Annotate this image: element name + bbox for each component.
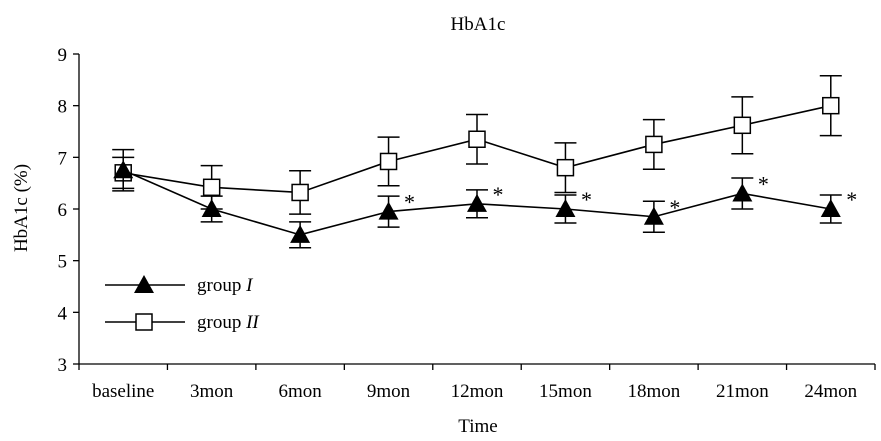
plot-series: * * * * * * (112, 74, 857, 249)
series-2 (112, 74, 842, 215)
y-axis-label: HbA1c (%) (11, 164, 32, 252)
significance-asterisk: * (669, 195, 680, 220)
x-tick-label: 12mon (451, 381, 504, 402)
y-tick-label: 4 (58, 303, 68, 324)
significance-asterisk: * (581, 187, 592, 212)
x-tick-label: 6mon (278, 381, 322, 402)
y-tick-label: 8 (58, 97, 68, 118)
data-point-triangle (113, 160, 134, 179)
y-tick-label: 6 (58, 200, 68, 221)
significance-asterisk: * (758, 172, 769, 197)
y-axis: 3 4 5 6 7 8 9 (58, 45, 80, 376)
data-point-triangle (378, 201, 399, 220)
significance-asterisk: * (493, 182, 504, 207)
legend-marker-triangle (134, 275, 154, 293)
legend: group I group II (105, 275, 260, 333)
data-point-triangle (643, 206, 664, 225)
legend-item-1: group I (105, 275, 254, 296)
data-point-triangle (555, 199, 576, 217)
legend-marker-square (135, 313, 153, 331)
x-tick-label: 24mon (804, 381, 857, 402)
data-point-square (468, 130, 486, 148)
data-point-square (645, 135, 663, 154)
data-point-triangle (467, 193, 487, 212)
data-point-triangle (820, 199, 841, 217)
legend-label: group I (197, 275, 254, 296)
data-point-square (822, 96, 840, 115)
data-point-triangle (290, 224, 311, 243)
data-point-square (556, 158, 575, 177)
legend-label: group II (197, 312, 260, 333)
data-point-triangle (732, 183, 753, 202)
data-point-triangle (201, 199, 222, 217)
x-tick-label: 18mon (627, 381, 680, 402)
data-point-square (379, 152, 398, 171)
chart-title: HbA1c (451, 14, 506, 35)
significance-asterisk: * (846, 187, 857, 212)
x-tick-label: 15mon (539, 381, 592, 402)
data-point-square (733, 116, 752, 135)
x-tick-label: 21mon (716, 381, 769, 402)
x-tick-label: baseline (92, 381, 154, 402)
y-tick-label: 9 (58, 45, 68, 66)
x-axis: baseline 3mon 6mon 9mon 12mon 15mon 18mon 21mon… (78, 363, 876, 402)
legend-item-2: group II (105, 312, 260, 333)
data-point-square (202, 178, 221, 197)
x-tick-label: 9mon (367, 381, 411, 402)
significance-asterisk: * (404, 190, 415, 215)
y-tick-label: 5 (58, 252, 68, 273)
x-axis-label: Time (458, 416, 497, 437)
x-tick-label: 3mon (190, 381, 234, 402)
y-tick-label: 7 (58, 148, 68, 169)
series-1: * * * * * * (112, 148, 857, 249)
data-point-square (291, 183, 309, 202)
y-tick-label: 3 (58, 355, 68, 376)
